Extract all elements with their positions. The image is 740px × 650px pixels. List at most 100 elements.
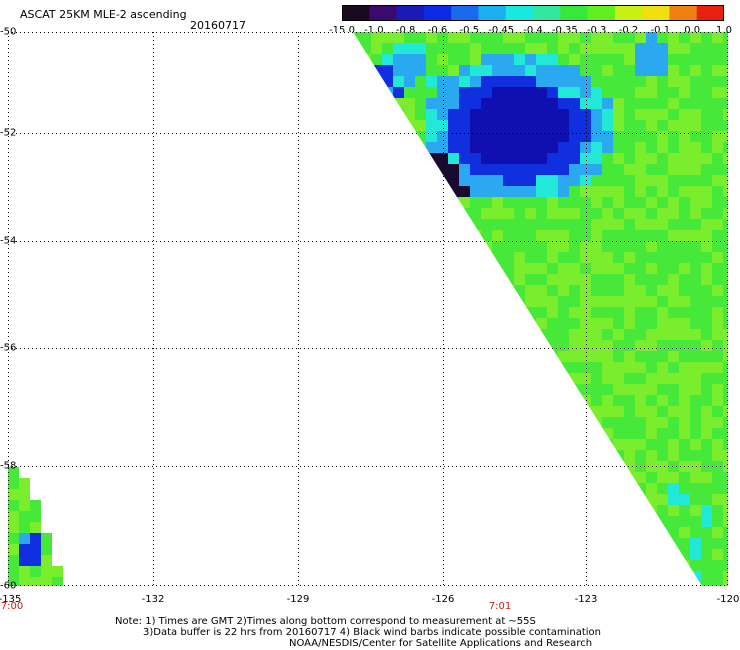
swath-cell [525,65,536,76]
swath-cell [635,351,646,362]
swath-cell [19,522,30,533]
swath-cell [492,120,503,131]
swath-cell [558,43,569,54]
swath-cell [668,131,679,142]
swath-cell [459,153,470,164]
swath-cell [657,87,668,98]
swath-cell [514,120,525,131]
swath-cell [569,65,580,76]
swath-cell [701,505,712,516]
swath-cell [679,549,690,560]
colorbar-segment [423,5,452,21]
swath-cell [536,32,547,43]
swath-cell [404,43,415,54]
swath-cell [690,65,701,76]
swath-cell [426,32,437,43]
swath-cell [723,571,728,582]
swath-cell [415,32,426,43]
swath-cell [514,98,525,109]
colorbar-segment [669,5,698,21]
swath-cell [8,544,19,555]
swath-cell [602,164,613,175]
swath-cell [701,428,712,439]
swath-cell [624,362,635,373]
swath-cell [635,307,646,318]
swath-cell [459,120,470,131]
swath-cell [558,65,569,76]
swath-cell [624,329,635,340]
swath-cell [602,307,613,318]
swath-cell [679,307,690,318]
swath-cell [668,54,679,65]
swath-cell [679,450,690,461]
swath-cell [580,87,591,98]
swath-cell [580,109,591,120]
swath-cell [580,274,591,285]
swath-cell [657,351,668,362]
swath-cell [30,555,41,566]
swath-cell [481,98,492,109]
swath-cell [547,54,558,65]
swath-cell [525,164,536,175]
swath-cell [569,43,580,54]
swath-cell [679,362,690,373]
swath-cell [547,340,558,351]
swath-cell [602,65,613,76]
swath-cell [492,252,503,263]
swath-cell [668,43,679,54]
swath-cell [712,318,723,329]
swath-cell [723,219,728,230]
swath-cell [569,164,580,175]
swath-cell [591,384,602,395]
swath-cell [712,538,723,549]
swath-cell [646,98,657,109]
swath-cell [536,164,547,175]
swath-cell [481,87,492,98]
colorbar-label: -0.5 [459,25,480,36]
swath-cell [580,373,591,384]
swath-cell [569,109,580,120]
swath-cell [679,54,690,65]
swath-cell [459,109,470,120]
swath-cell [492,142,503,153]
swath-cell [668,516,679,527]
swath-cell [492,43,503,54]
swath-cell [613,362,624,373]
swath-cell [701,87,712,98]
swath-cell [536,263,547,274]
swath-cell [525,197,536,208]
swath-cell [613,87,624,98]
swath-cell [591,219,602,230]
swath-cell [624,153,635,164]
swath-cell [41,533,52,544]
swath-cell [613,395,624,406]
swath-cell [679,351,690,362]
swath-cell [591,241,602,252]
swath-cell [492,65,503,76]
swath-cell [635,318,646,329]
swath-cell [646,351,657,362]
swath-cell [536,186,547,197]
swath-cell [646,483,657,494]
swath-cell [635,296,646,307]
swath-cell [723,340,728,351]
swath-cell [492,175,503,186]
lon-label-120: -120 [716,594,740,605]
swath-cell [536,274,547,285]
swath-cell [41,544,52,555]
swath-cell [558,54,569,65]
swath-cell [646,406,657,417]
swath-cell [492,208,503,219]
swath-cell [712,296,723,307]
swath-cell [646,263,657,274]
swath-cell [514,43,525,54]
swath-cell [657,54,668,65]
colorbar-segment [396,5,425,21]
swath-cell [536,43,547,54]
swath-cell [690,406,701,417]
time-label-start: 7:00 [0,601,24,612]
swath-cell [569,32,580,43]
swath-cell [701,186,712,197]
swath-cell [448,32,459,43]
swath-cell [470,65,481,76]
